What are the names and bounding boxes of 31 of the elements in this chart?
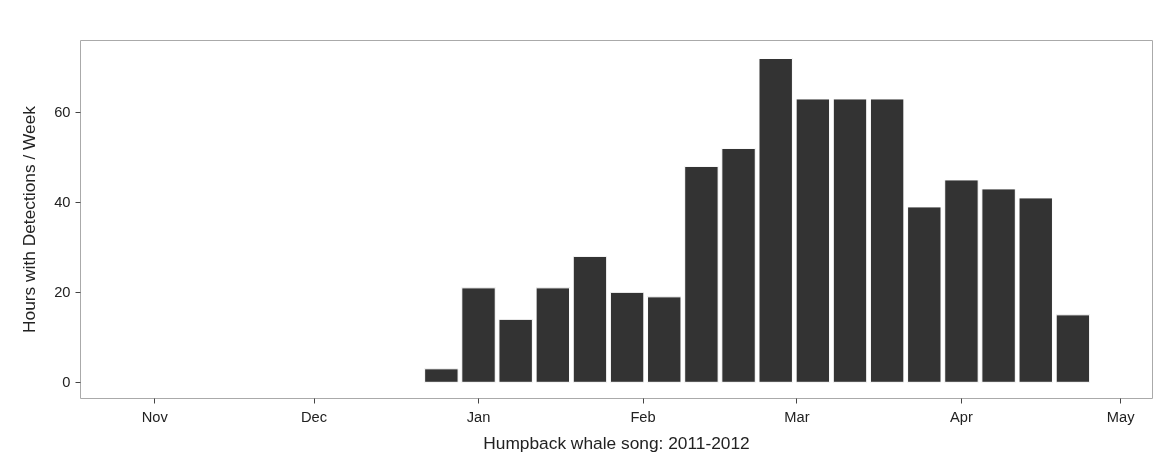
bar [1018,197,1053,383]
y-tick-label: 20 [54,284,71,301]
x-axis-title: Humpback whale song: 2011-2012 [483,432,750,453]
y-tick-label: 0 [62,374,71,391]
x-tick-label: Jan [466,408,491,425]
bar [981,188,1016,383]
bar [647,296,682,383]
bar [684,165,719,383]
y-tick-label: 40 [54,194,71,211]
bar [535,287,571,383]
bar [498,318,533,383]
x-tick-label: May [1106,408,1136,425]
y-tick-label: 60 [54,104,71,121]
bar [944,179,979,383]
x-tick-label: Apr [950,408,973,425]
bar [869,98,905,383]
bar [721,147,756,383]
bar [832,98,868,383]
bar [609,291,645,383]
y-axis-title: Hours with Detections / Week [19,105,40,333]
bar [1055,314,1091,383]
bar [758,57,793,383]
bar [424,368,459,383]
x-tick-label: Feb [630,408,656,425]
bar [572,255,608,383]
bar [461,287,496,383]
x-tick-label: Dec [300,408,328,425]
bar [795,98,831,383]
bar [907,206,942,383]
x-tick-label: Mar [784,408,810,425]
x-tick-label: Nov [141,408,169,425]
